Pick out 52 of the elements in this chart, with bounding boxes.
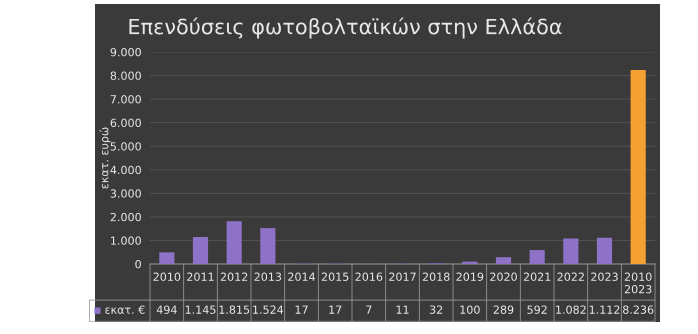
y-axis-title: εκατ. ευρώ [99, 128, 111, 188]
data-label: 32 [430, 305, 442, 314]
x-tick-label: 2010 2023 [624, 272, 652, 294]
x-tick-label: 2013 [254, 272, 282, 281]
x-tick-label: 2016 [356, 272, 382, 281]
x-tick-label: 2020 [490, 272, 517, 281]
y-tick-label: 9.000 [110, 48, 141, 56]
y-tick-label: 0 [135, 260, 141, 268]
y-tick-label: 8.000 [110, 72, 141, 80]
x-tick-label: 2015 [322, 272, 348, 281]
y-tick-label: 2.000 [110, 212, 141, 222]
bar [596, 238, 612, 264]
bar [226, 221, 242, 264]
data-label: 1.524 [253, 305, 284, 314]
bar [260, 228, 276, 264]
x-tick-label: 2022 [558, 272, 584, 281]
bar [159, 252, 174, 264]
data-label: 100 [460, 305, 480, 314]
bar [192, 237, 208, 264]
chart-title: Επενδύσεις φωτοβολταϊκών στην Ελλάδα [129, 17, 562, 39]
data-label: 17 [329, 306, 342, 314]
data-label: 494 [156, 305, 177, 314]
data-label: 1.112 [590, 305, 620, 314]
y-tick-label: 6.000 [110, 118, 141, 128]
data-label: 289 [494, 305, 514, 314]
bar [530, 250, 545, 264]
y-tick-label: 3.000 [110, 189, 141, 198]
x-tick-label: 2021 [524, 272, 550, 281]
x-tick-label: 2012 [220, 272, 248, 281]
data-label: 8.236 [623, 305, 654, 314]
data-label: 1.145 [186, 306, 216, 314]
bar [630, 70, 646, 264]
x-tick-label: 2014 [288, 272, 316, 281]
data-label: 592 [527, 305, 547, 314]
data-label: 1.082 [556, 305, 586, 314]
y-tick-label: 5.000 [110, 142, 141, 151]
x-tick-label: 2019 [456, 272, 484, 281]
data-label: 11 [396, 306, 409, 314]
legend-label: εκατ. € [105, 305, 145, 314]
bar [563, 238, 578, 264]
x-tick-label: 2018 [422, 272, 450, 281]
bar [496, 257, 512, 264]
y-tick-label: 7.000 [110, 95, 141, 104]
x-tick-label: 2010 [154, 272, 180, 281]
x-tick-label: 2017 [389, 272, 416, 281]
y-tick-label: 1.000 [111, 236, 141, 245]
data-label: 1.815 [219, 305, 250, 314]
data-label: 17 [296, 306, 308, 314]
data-label: 7 [366, 306, 372, 314]
x-tick-label: 2023 [591, 272, 618, 281]
x-tick-label: 2011 [187, 272, 214, 281]
y-tick-label: 4.000 [110, 166, 141, 174]
